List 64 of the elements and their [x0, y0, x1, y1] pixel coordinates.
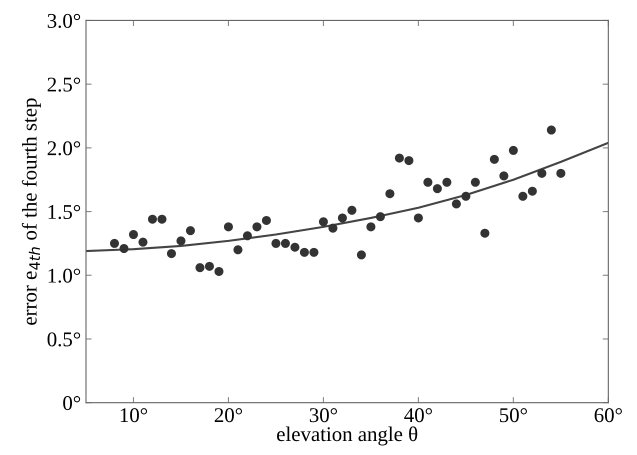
point	[452, 199, 461, 208]
point	[414, 213, 423, 222]
point	[499, 171, 508, 180]
point	[423, 178, 432, 187]
y-tick-label: 1.5°	[48, 204, 80, 220]
point	[328, 224, 338, 233]
point	[404, 156, 414, 166]
point	[224, 222, 233, 232]
point	[347, 206, 356, 215]
point	[204, 262, 214, 271]
point	[385, 189, 394, 198]
point	[470, 178, 480, 187]
point	[195, 263, 204, 272]
x-axis-title: elevation angle θ	[277, 426, 418, 446]
point	[166, 249, 176, 258]
x-tick-label: 60°	[594, 408, 622, 422]
x-tick-label: 20°	[214, 408, 242, 422]
y-tick-label: 2.5°	[48, 78, 80, 92]
point	[376, 212, 385, 222]
point	[318, 217, 328, 226]
point	[290, 242, 300, 252]
x-tick-label: 50°	[500, 408, 527, 422]
x-tick-label: 30°	[310, 408, 337, 422]
point	[186, 226, 195, 236]
point	[490, 154, 499, 164]
point	[518, 192, 528, 201]
point	[271, 238, 280, 248]
point	[442, 178, 452, 187]
point	[556, 168, 566, 178]
point	[537, 168, 546, 178]
point	[394, 154, 404, 163]
y-axis-title: error e$_{4th}$ of the fourth step	[22, 98, 41, 325]
point	[528, 186, 537, 196]
y-tick-label: 1.0°	[48, 268, 80, 283]
point	[138, 238, 148, 247]
point	[480, 228, 490, 238]
y-tick-label: 0°	[63, 396, 80, 410]
point	[242, 231, 252, 240]
line-series	[86, 142, 608, 252]
point	[366, 222, 376, 232]
point	[432, 184, 442, 194]
point	[280, 238, 290, 248]
point	[508, 146, 518, 155]
point	[338, 213, 347, 222]
point	[356, 250, 366, 260]
y-tick-label: 0.5°	[48, 332, 80, 346]
point	[300, 248, 309, 257]
point	[157, 214, 166, 224]
point	[309, 248, 318, 257]
y-tick-label: 2.0°	[48, 141, 80, 156]
point	[461, 192, 470, 201]
point	[148, 214, 157, 224]
y-tick-label: 3.0°	[48, 14, 80, 28]
point	[176, 236, 186, 246]
point	[110, 238, 119, 248]
point	[546, 126, 556, 135]
point	[214, 266, 224, 276]
point	[128, 230, 138, 240]
x-tick-label: 10°	[120, 408, 148, 422]
point	[252, 222, 262, 232]
point	[233, 245, 242, 254]
point	[119, 244, 128, 254]
point	[262, 216, 271, 225]
x-tick-label: 40°	[404, 408, 432, 422]
